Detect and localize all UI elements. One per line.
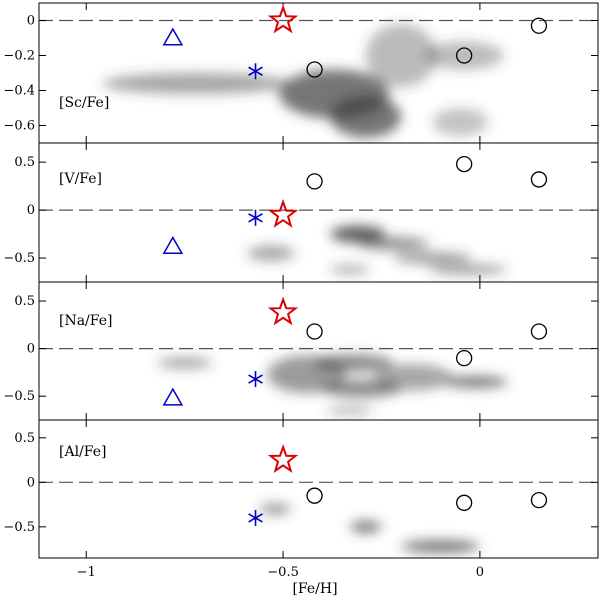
- x-tick-label: −0.5: [267, 565, 299, 580]
- y-tick-label: 0.5: [14, 155, 35, 170]
- panel-2: 0.5 0 −0.5 [Na/Fe]: [3, 281, 599, 421]
- panels: 0 −0.2 −0.4 −0.6 [Sc/Fe] 0.5 0 −0.5 [V/Fe] 0.5 0 −0…: [3, 2, 599, 559]
- density-blob: [365, 24, 437, 87]
- asterisk-marker: [248, 509, 263, 526]
- density-blob: [314, 354, 394, 372]
- density-blob: [259, 503, 291, 515]
- panel-frame: [38, 281, 599, 421]
- x-tick-label: 0: [476, 565, 484, 580]
- x-tick-label: −1: [77, 565, 96, 580]
- density-blob: [424, 41, 504, 70]
- y-tick-label: 0.5: [14, 431, 35, 446]
- panel-1: 0.5 0 −0.5 [V/Fe]: [3, 142, 599, 283]
- triangle-marker: [162, 236, 184, 255]
- star-marker: [267, 198, 299, 228]
- density-blob: [428, 264, 508, 275]
- x-axis: −1 −0.5 0: [77, 565, 484, 580]
- circle-marker: [306, 61, 323, 78]
- asterisk-marker: [248, 63, 263, 80]
- panel-label: [Al/Fe]: [59, 444, 106, 460]
- panel-0: 0 −0.2 −0.4 −0.6 [Sc/Fe]: [3, 2, 599, 144]
- triangle-marker: [162, 387, 184, 406]
- circle-marker: [306, 173, 323, 190]
- y-tick-label: −0.2: [3, 49, 35, 64]
- panel-label: [Na/Fe]: [59, 313, 112, 329]
- density-blob: [357, 236, 429, 251]
- density-blob: [157, 357, 213, 369]
- circle-marker: [306, 487, 323, 504]
- circle-marker: [456, 494, 473, 511]
- density-cloud: [157, 354, 508, 416]
- density-blob: [330, 264, 370, 275]
- y-tick-label: −0.5: [3, 389, 35, 404]
- density-blob: [101, 73, 291, 94]
- circle-marker: [530, 323, 548, 340]
- circle-marker: [456, 349, 473, 367]
- y-tick-label: 0: [27, 342, 35, 357]
- y-tick-label: −0.4: [3, 84, 35, 99]
- star-marker: [267, 296, 299, 326]
- y-tick-label: −0.5: [3, 520, 35, 535]
- density-blob: [401, 540, 480, 553]
- panel-label: [Sc/Fe]: [59, 95, 109, 111]
- circle-marker: [456, 47, 473, 64]
- circle-marker: [456, 155, 473, 173]
- triangle-marker: [162, 27, 184, 46]
- density-cloud: [259, 503, 480, 553]
- density-blob: [349, 520, 382, 534]
- panel-label: [V/Fe]: [59, 171, 102, 187]
- y-tick-label: −0.6: [3, 119, 35, 134]
- star-marker: [267, 444, 299, 474]
- y-tick-label: 0: [27, 14, 35, 29]
- circle-marker: [306, 323, 323, 340]
- x-axis-title: [Fe/H]: [292, 581, 337, 597]
- y-tick-label: 0.5: [14, 294, 35, 309]
- asterisk-marker: [248, 209, 263, 226]
- panel-frame: [38, 142, 599, 283]
- panel-3: 0.5 0 −0.5 [Al/Fe]: [3, 419, 599, 559]
- density-blob: [330, 95, 402, 138]
- circle-marker: [530, 171, 548, 188]
- y-tick-label: 0: [27, 203, 35, 218]
- density-blob: [393, 252, 473, 264]
- asterisk-marker: [248, 371, 263, 388]
- y-tick-label: −0.5: [3, 251, 35, 266]
- density-blob: [247, 245, 295, 261]
- density-blob: [373, 363, 453, 391]
- circle-marker: [530, 17, 548, 34]
- density-blob: [432, 108, 488, 136]
- panel-frame: [38, 419, 599, 559]
- star-marker: [267, 4, 299, 34]
- density-blob: [326, 405, 374, 416]
- density-cloud: [247, 225, 508, 275]
- density-cloud: [101, 24, 504, 138]
- circle-marker: [530, 491, 548, 509]
- density-blob: [444, 376, 508, 388]
- y-tick-label: 0: [27, 475, 35, 490]
